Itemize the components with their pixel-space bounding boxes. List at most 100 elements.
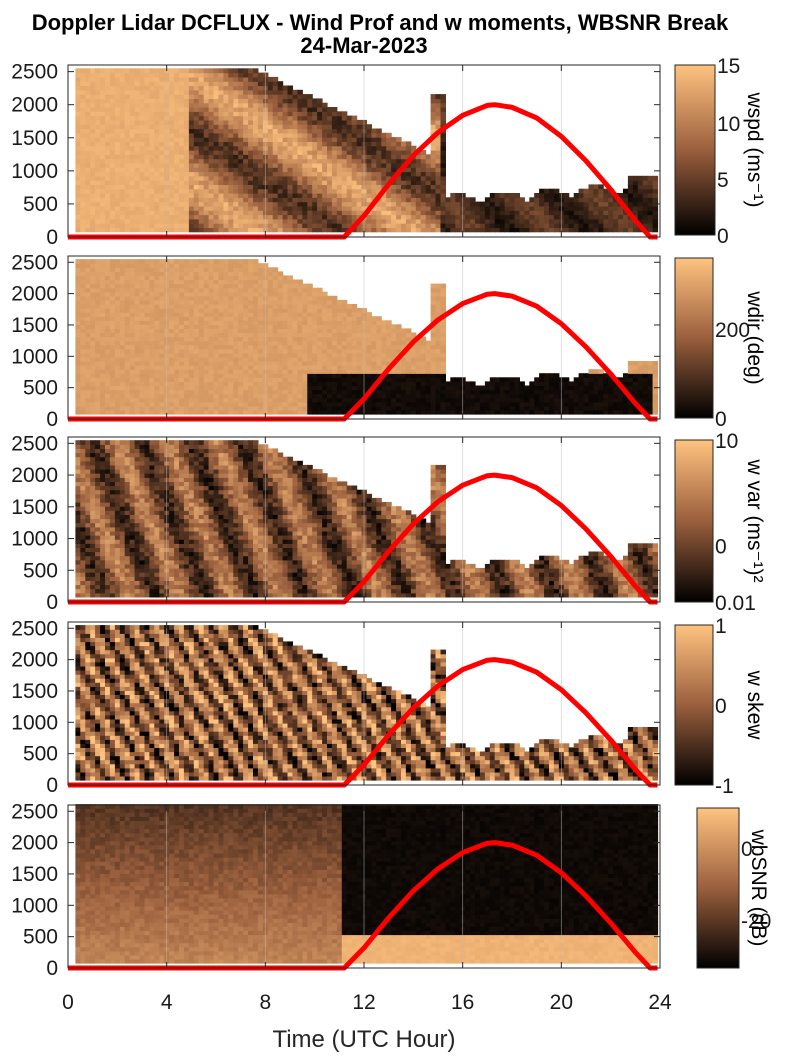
heatmap-cell: [297, 292, 303, 297]
heatmap-cell: [169, 292, 175, 297]
heatmap-cell: [238, 337, 244, 342]
heatmap-cell: [347, 141, 353, 146]
heatmap-cell: [411, 176, 417, 181]
heatmap-cell: [154, 308, 160, 313]
heatmap-cell: [465, 219, 471, 224]
heatmap-cell: [204, 167, 210, 172]
heatmap-cell: [145, 275, 151, 280]
heatmap-cell: [80, 94, 86, 99]
heatmap-cell: [90, 146, 96, 151]
heatmap-cell: [219, 308, 225, 313]
heatmap-cell: [317, 398, 323, 403]
heatmap-cell: [149, 107, 155, 112]
heatmap-cell: [228, 320, 234, 325]
heatmap-cell: [75, 316, 81, 321]
heatmap-cell: [441, 193, 447, 198]
heatmap-cell: [214, 398, 220, 403]
heatmap-cell: [125, 365, 131, 370]
heatmap-cell: [90, 369, 96, 374]
heatmap-cell: [441, 154, 447, 159]
heatmap-cell: [228, 68, 234, 73]
heatmap-cell: [337, 324, 343, 329]
heatmap-cell: [223, 210, 229, 215]
heatmap-cell: [485, 210, 491, 215]
heatmap-cell: [194, 202, 200, 207]
heatmap-cell: [302, 328, 308, 333]
heatmap-cell: [90, 206, 96, 211]
heatmap-cell: [278, 373, 284, 378]
heatmap-cell: [268, 107, 274, 112]
heatmap-cell: [233, 324, 239, 329]
heatmap-cell: [90, 357, 96, 362]
heatmap-cell: [95, 349, 101, 354]
heatmap-cell: [204, 159, 210, 164]
heatmap-cell: [445, 210, 451, 215]
heatmap-cell: [125, 337, 131, 342]
heatmap-cell: [613, 215, 619, 220]
heatmap-cell: [243, 86, 249, 91]
heatmap-cell: [199, 333, 205, 338]
heatmap-cell: [480, 219, 486, 224]
heatmap-cell: [307, 107, 313, 112]
heatmap-cell: [115, 77, 121, 82]
heatmap-cell: [214, 219, 220, 224]
heatmap-cell: [297, 390, 303, 395]
heatmap-cell: [317, 202, 323, 207]
heatmap-cell: [347, 357, 353, 362]
heatmap-cell: [184, 390, 190, 395]
heatmap-cell: [179, 381, 185, 386]
heatmap-cell: [233, 390, 239, 395]
heatmap-cell: [174, 316, 180, 321]
heatmap-cell: [159, 146, 165, 151]
heatmap-cell: [209, 193, 215, 198]
heatmap-cell: [110, 86, 116, 91]
heatmap-cell: [90, 107, 96, 112]
heatmap-cell: [332, 184, 338, 189]
heatmap-cell: [233, 141, 239, 146]
heatmap-cell: [135, 280, 141, 285]
heatmap-cell: [357, 410, 363, 415]
heatmap-cell: [317, 337, 323, 342]
heatmap-cell: [381, 137, 387, 142]
heatmap-cell: [159, 280, 165, 285]
heatmap-cell: [593, 219, 599, 224]
heatmap-cell: [327, 353, 333, 358]
heatmap-cell: [416, 180, 422, 185]
heatmap-cell: [273, 141, 279, 146]
heatmap-cell: [223, 215, 229, 220]
heatmap-cell: [322, 176, 328, 181]
heatmap-cell: [184, 124, 190, 129]
heatmap-cell: [233, 361, 239, 366]
heatmap-cell: [214, 193, 220, 198]
heatmap-cell: [135, 288, 141, 293]
heatmap-cell: [120, 159, 126, 164]
heatmap-cell: [332, 215, 338, 220]
heatmap-cell: [258, 292, 264, 297]
heatmap-cell: [159, 184, 165, 189]
heatmap-cell: [184, 180, 190, 185]
heatmap-cell: [401, 154, 407, 159]
heatmap-cell: [189, 304, 195, 309]
heatmap-cell: [219, 284, 225, 289]
heatmap-cell: [149, 176, 155, 181]
heatmap-cell: [307, 167, 313, 172]
heatmap-cell: [312, 159, 318, 164]
heatmap-cell: [312, 176, 318, 181]
heatmap-cell: [204, 150, 210, 155]
heatmap-cell: [120, 361, 126, 366]
heatmap-cell: [204, 124, 210, 129]
heatmap-cell: [145, 141, 151, 146]
heatmap-cell: [258, 219, 264, 224]
heatmap-cell: [145, 90, 151, 95]
heatmap-cell: [80, 81, 86, 86]
heatmap-cell: [110, 337, 116, 342]
heatmap-cell: [357, 361, 363, 366]
heatmap-cell: [307, 353, 313, 358]
heatmap-cell: [154, 296, 160, 301]
heatmap-cell: [125, 107, 131, 112]
heatmap-cell: [223, 410, 229, 415]
heatmap-cell: [376, 184, 382, 189]
heatmap-cell: [100, 390, 106, 395]
heatmap-cell: [431, 94, 437, 99]
heatmap-cell: [352, 163, 358, 168]
